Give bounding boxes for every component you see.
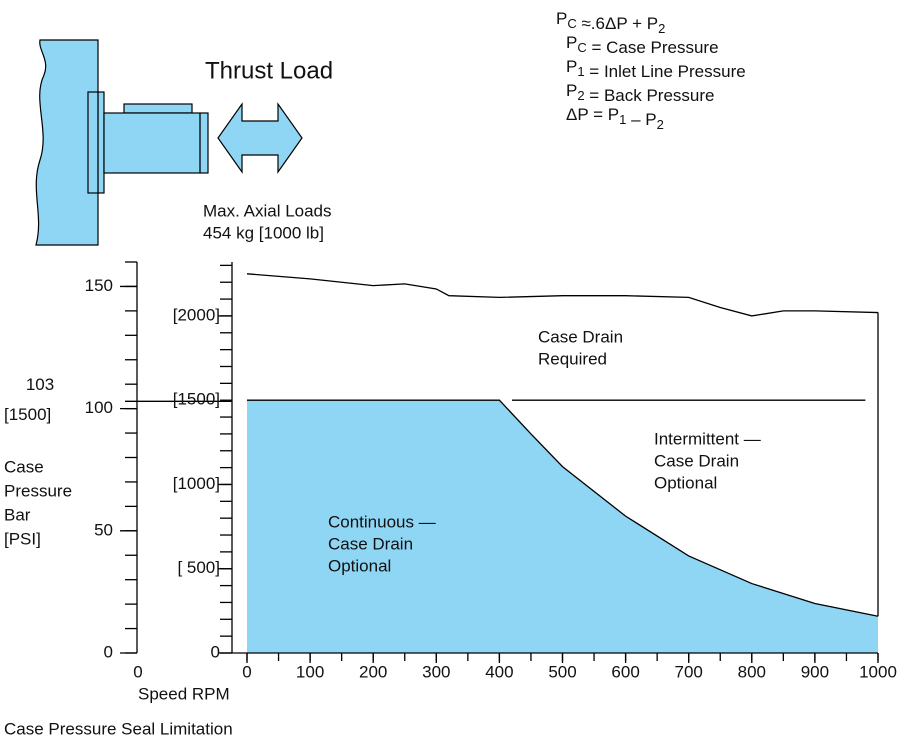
caption: Case Pressure Seal Limitation [4,719,233,738]
x-label: Speed RPM [138,684,230,703]
x-tick-label: 500 [548,662,576,681]
formula-text: P [566,33,577,52]
x-tick-label: 900 [801,662,829,681]
region-label: Case Drain [538,327,623,346]
subscript: C [567,16,576,31]
formula-text: ≈.6ΔP + P [577,14,658,33]
x-tick-label: 0 [242,662,251,681]
thrust-note: Max. Axial Loads [203,201,332,220]
y-tick-label: 0 [104,642,113,661]
region-label: Case Drain [654,451,739,470]
threshold-label: 103 [26,375,54,394]
formula-text: P [566,81,577,100]
formula: PC ≈.6ΔP + P2 [556,9,665,36]
formula-text: – P [626,110,656,129]
subscript: 1 [619,112,626,127]
threshold-label: [1500] [4,405,51,424]
y-label: [PSI] [4,529,41,548]
region-label: Optional [328,556,391,575]
y-tick-label: 150 [85,276,113,295]
subscript: 2 [657,117,664,132]
required-boundary [247,274,878,316]
region-label: Continuous — [328,512,436,531]
y-tick-label: 50 [94,520,113,539]
subscript: 2 [577,88,584,103]
x-tick-label: 600 [611,662,639,681]
x-tick-label: 300 [422,662,450,681]
formula: P2 = Back Pressure [566,81,715,105]
x-tick-label: 400 [485,662,513,681]
formula: P1 = Inlet Line Pressure [566,57,746,81]
formula-text: = Back Pressure [585,86,715,105]
x-tick-label: 1000 [859,662,897,681]
y-label: Bar [4,505,31,524]
y2-tick-label: [1500] [173,390,220,409]
double-arrow [218,104,302,172]
flange [88,92,104,193]
x-tick-label: 800 [738,662,766,681]
y2-tick-label: [ 500] [177,558,220,577]
x-tick-label: 100 [296,662,324,681]
x-tick-label: 700 [675,662,703,681]
formula-text: ΔP = P [566,105,619,124]
region-label: Required [538,349,607,368]
region-label: Optional [654,473,717,492]
formula: PC = Case Pressure [566,33,719,57]
y-tick-label: 100 [85,398,113,417]
subscript: C [577,40,586,55]
thrust-note: 454 kg [1000 lb] [203,223,324,242]
formula-text: P [566,57,577,76]
formula-text: = Case Pressure [587,38,719,57]
key [124,104,192,113]
thrust-title: Thrust Load [205,57,333,84]
subscript: 1 [577,64,584,79]
region-label: Case Drain [328,534,413,553]
chart: Thrust Load Max. Axial Loads 454 kg [100… [0,0,903,745]
y2-tick-label: [2000] [173,305,220,324]
left-origin-label: 0 [133,662,142,681]
y-label: Pressure [4,481,72,500]
y2-tick-label: [1000] [173,474,220,493]
shaft [104,113,208,173]
formula-text: P [556,9,567,28]
subscript: 2 [658,21,665,36]
y2-tick-label: 0 [211,642,220,661]
y-label: Case [4,457,44,476]
formula-text: = Inlet Line Pressure [585,62,746,81]
region-label: Intermittent — [654,429,761,448]
formula: ΔP = P1 – P2 [566,105,664,132]
x-tick-label: 200 [359,662,387,681]
